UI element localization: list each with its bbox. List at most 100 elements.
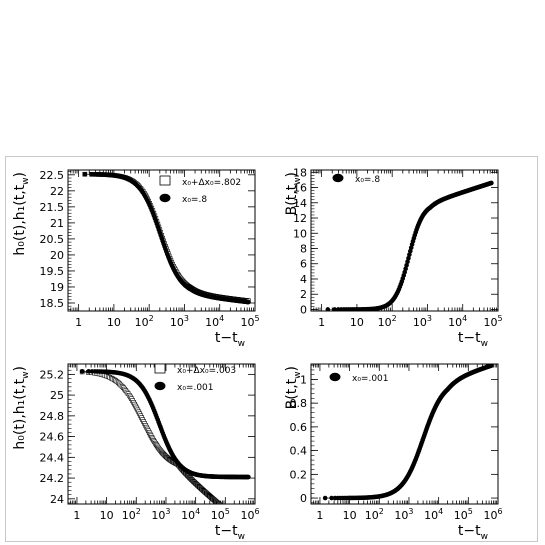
- data-point-square: [240, 522, 244, 526]
- y-tick-label: 21: [50, 217, 64, 230]
- y-tick-label: 24: [50, 493, 64, 506]
- x-tick-exponent: 4: [219, 314, 224, 323]
- y-tick-label: 4: [300, 273, 307, 286]
- y-tick-label: 1: [300, 373, 307, 386]
- data-point-square: [245, 526, 249, 530]
- y-tick-label: 16: [293, 182, 307, 195]
- legend-label: x₀=.8: [355, 175, 380, 185]
- data-point-square: [232, 515, 236, 519]
- legend: x₀+Δx₀=.003 x₀=.001: [154, 363, 236, 393]
- data-point-square: [246, 527, 250, 531]
- data-point-square: [231, 514, 235, 518]
- y-tick-label: 0.8: [290, 397, 308, 410]
- x-tick-label: 103: [151, 507, 170, 522]
- data-point-square: [230, 513, 234, 517]
- x-tick-label: 103: [170, 314, 189, 329]
- legend-marker-square: [159, 175, 171, 186]
- series: [322, 364, 494, 501]
- data-point-circle: [405, 259, 410, 265]
- y-tick-label: 12: [293, 212, 307, 225]
- x-tick-exponent: 5: [468, 507, 473, 516]
- data-point-square: [233, 515, 237, 519]
- legend-marker-square: [154, 363, 166, 374]
- y-tick-label: 2: [300, 288, 307, 301]
- data-point-square: [235, 517, 239, 521]
- x-tick-label: 102: [135, 314, 154, 329]
- y-axis-label: h₀(t),h₁(t,tw): [12, 366, 31, 450]
- series: [82, 171, 251, 304]
- y-tick-label: 10: [293, 227, 307, 240]
- x-tick-label: 1: [318, 316, 325, 329]
- data-point-circle: [329, 495, 334, 501]
- x-tick-exponent: 4: [195, 507, 200, 516]
- series: [325, 180, 494, 311]
- figure-frame: [5, 156, 538, 542]
- x-tick-label: 10: [343, 509, 357, 522]
- data-point-square: [231, 514, 235, 518]
- x-tick-label: 10: [100, 509, 114, 522]
- x-tick-exponent: 3: [165, 507, 170, 516]
- y-axis-label-tail: ): [12, 172, 28, 177]
- data-point-circle: [322, 495, 328, 501]
- data-point-circle: [407, 252, 412, 257]
- y-tick-label: 14: [293, 197, 307, 210]
- y-tick-label: 8: [300, 243, 307, 256]
- x-tick-exponent: 5: [254, 314, 259, 323]
- data-marks: [79, 369, 251, 531]
- data-point-square: [241, 523, 245, 527]
- legend: x₀=.8: [332, 173, 380, 185]
- data-point-square: [244, 525, 248, 529]
- y-axis-label: h₀(t),h₁(t,tw): [12, 172, 31, 256]
- data-point-square: [229, 513, 233, 517]
- y-tick-label: 24.2: [40, 472, 65, 485]
- x-tick-exponent: 2: [136, 507, 141, 516]
- legend-label: x₀+Δx₀=.003: [177, 366, 236, 376]
- series: [79, 369, 251, 480]
- x-tick-exponent: 6: [497, 507, 502, 516]
- y-tick-label: 24.4: [40, 451, 65, 464]
- x-tick-label: 104: [424, 507, 443, 522]
- series-line: [82, 371, 249, 478]
- data-point-circle: [325, 307, 331, 311]
- x-tick-label: 105: [483, 314, 502, 329]
- x-tick-label: 104: [448, 314, 467, 329]
- data-point-square: [234, 517, 238, 521]
- data-point-square: [220, 504, 224, 508]
- legend: x₀=.001: [329, 372, 389, 384]
- y-tick-label: 0.6: [290, 421, 308, 434]
- y-tick-label: 24.8: [40, 410, 65, 423]
- data-point-square: [236, 518, 240, 522]
- series-line: [84, 173, 249, 303]
- y-tick-label: 22: [50, 185, 64, 198]
- x-axis-label-sub: w: [481, 532, 488, 542]
- x-tick-label: 105: [454, 507, 473, 522]
- legend-marker-circle: [159, 193, 171, 203]
- x-tick-exponent: 3: [408, 507, 413, 516]
- x-tick-exponent: 3: [427, 314, 432, 323]
- chart-panel-bottom-right: 1 10 102 103 104 105 10600.20.40.60.81t−twB(t,…: [284, 363, 503, 542]
- y-tick-label: 0.2: [290, 468, 308, 481]
- x-tick-label: 1: [75, 316, 82, 329]
- y-tick-label: 22.5: [40, 169, 65, 182]
- data-point-circle: [82, 171, 88, 177]
- plot-frame: [67, 169, 256, 312]
- x-axis-label-sub: w: [481, 339, 488, 349]
- y-tick-label: 19: [50, 281, 64, 294]
- x-axis-label: t−tw: [458, 523, 488, 542]
- data-marks: [82, 171, 251, 305]
- x-tick-exponent: 5: [225, 507, 230, 516]
- y-tick-label: 6: [300, 258, 307, 271]
- data-point-circle: [489, 180, 494, 186]
- legend-label: x₀=.8: [182, 195, 207, 205]
- data-point-square: [233, 516, 237, 520]
- data-point-square: [230, 514, 234, 518]
- x-tick-label: 104: [181, 507, 200, 522]
- x-tick-label: 10: [350, 316, 364, 329]
- y-tick-label: 24.6: [40, 431, 65, 444]
- legend-marker-circle: [329, 372, 341, 382]
- legend-marker-circle: [154, 381, 166, 391]
- y-tick-label: 0: [300, 303, 307, 316]
- data-point-circle: [403, 266, 408, 272]
- y-axis-label-sub: w: [21, 371, 31, 378]
- legend-label: x₀=.001: [352, 374, 389, 384]
